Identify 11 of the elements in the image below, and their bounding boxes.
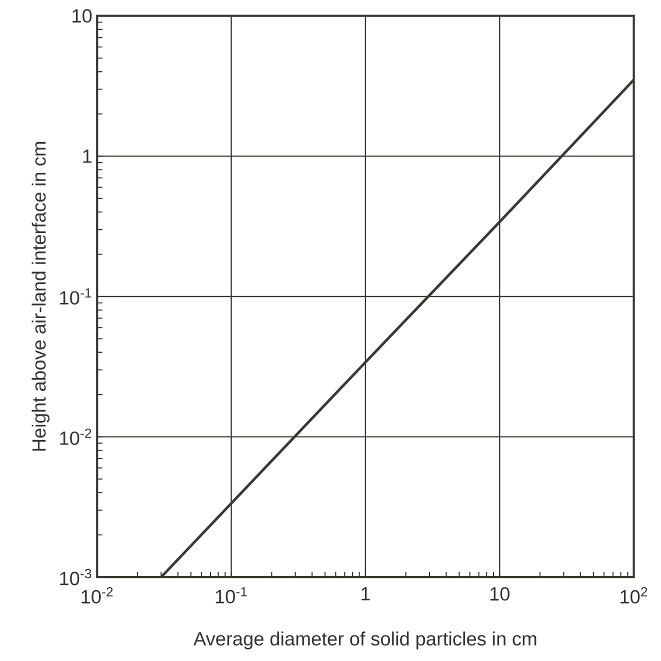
y-tick-label: 10 [72, 9, 92, 23]
x-tick-label: 10$^{2}$ [620, 587, 648, 604]
x-tick-label: 10$^{-1}$ [216, 587, 247, 604]
x-tick-label: 10 [490, 587, 510, 601]
y-tick-label: 10$^{-1}$ [60, 288, 92, 305]
y-tick-label: 1 [83, 150, 92, 163]
x-axis-title: Average diameter of solid particles in cm [193, 632, 536, 650]
x-tick-label: 1 [362, 587, 370, 600]
y-tick-label: 10$^{-2}$ [60, 428, 92, 445]
y-tick-label: 10$^{-3}$ [60, 568, 92, 586]
y-axis-title: Height above air-land interface in cm [32, 142, 50, 451]
